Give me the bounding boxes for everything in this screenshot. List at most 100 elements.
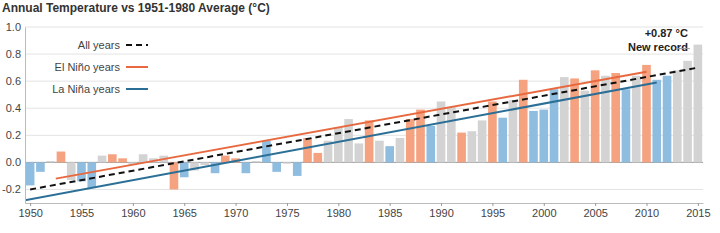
x-tick-mark bbox=[133, 203, 134, 206]
bars bbox=[26, 45, 702, 190]
y-tick-label: 0.8 bbox=[6, 48, 21, 60]
legend-label: All years bbox=[78, 39, 121, 51]
y-tick-label: 0.4 bbox=[6, 102, 21, 114]
bar bbox=[313, 153, 322, 162]
bar bbox=[293, 162, 302, 176]
annotation-text: +0.87 °C bbox=[645, 27, 688, 39]
chart: Annual Temperature vs 1951-1980 Average … bbox=[0, 0, 720, 233]
bar bbox=[385, 146, 394, 162]
bar bbox=[478, 120, 487, 162]
y-axis-line bbox=[25, 28, 26, 204]
x-tick-mark bbox=[184, 203, 185, 206]
x-tick-label: 1980 bbox=[327, 207, 351, 219]
bar bbox=[611, 73, 620, 162]
bar bbox=[98, 156, 107, 163]
trend-line bbox=[56, 72, 647, 179]
bar bbox=[673, 70, 682, 162]
x-tick-mark bbox=[390, 203, 391, 206]
x-tick-label: 2005 bbox=[583, 207, 607, 219]
x-tick-label: 1990 bbox=[429, 207, 453, 219]
y-tick: 0.6 bbox=[6, 75, 25, 87]
bar bbox=[519, 80, 528, 163]
x-tick: 2015 bbox=[686, 203, 710, 219]
bar bbox=[581, 91, 590, 163]
x-tick-label: 2010 bbox=[635, 207, 659, 219]
bar bbox=[591, 70, 600, 162]
bar bbox=[488, 101, 497, 162]
x-tick: 1965 bbox=[172, 203, 196, 219]
annotation: +0.87 °C New record bbox=[628, 27, 690, 53]
x-tick: 2005 bbox=[583, 203, 607, 219]
bar bbox=[601, 76, 610, 163]
bar bbox=[426, 126, 435, 163]
x-tick-label: 1960 bbox=[121, 207, 145, 219]
bar bbox=[694, 45, 703, 163]
y-tick-label: 0.6 bbox=[6, 75, 21, 87]
x-tick: 2000 bbox=[532, 203, 556, 219]
bar bbox=[396, 138, 405, 162]
bar bbox=[108, 154, 117, 162]
bar bbox=[36, 162, 45, 171]
x-tick-mark bbox=[236, 203, 237, 206]
bar bbox=[663, 76, 672, 163]
bar bbox=[457, 133, 466, 163]
bar bbox=[632, 76, 641, 163]
x-tick-mark bbox=[647, 203, 648, 206]
x-axis: 1950195519601965197019751980198519901995… bbox=[18, 203, 710, 219]
x-tick-mark bbox=[30, 203, 31, 206]
grid-line bbox=[25, 27, 703, 28]
bar bbox=[683, 61, 692, 163]
x-axis-line bbox=[26, 203, 704, 204]
x-tick-mark bbox=[441, 203, 442, 206]
grid bbox=[25, 27, 703, 189]
bar bbox=[642, 65, 651, 162]
legend: All years El Niño years La Niña years bbox=[52, 39, 148, 95]
title: Annual Temperature vs 1951-1980 Average … bbox=[2, 1, 270, 15]
legend-label: El Niño years bbox=[55, 61, 121, 73]
bar bbox=[26, 162, 35, 185]
x-tick: 1955 bbox=[70, 203, 94, 219]
x-tick-mark bbox=[698, 203, 699, 206]
bar bbox=[498, 118, 507, 163]
bar bbox=[406, 119, 415, 162]
x-tick: 1950 bbox=[18, 203, 42, 219]
x-tick-label: 1975 bbox=[275, 207, 299, 219]
bar bbox=[447, 107, 456, 163]
y-tick: 0.2 bbox=[6, 129, 25, 141]
bar bbox=[139, 154, 148, 162]
x-tick-mark bbox=[82, 203, 83, 206]
y-tick-label: -0.2 bbox=[2, 183, 21, 195]
grid-line bbox=[25, 189, 703, 190]
legend-swatch bbox=[126, 88, 148, 90]
x-tick-label: 1985 bbox=[378, 207, 402, 219]
annotation-text: New record bbox=[628, 41, 688, 53]
bar bbox=[355, 143, 364, 162]
x-tick: 1980 bbox=[327, 203, 351, 219]
bar bbox=[622, 89, 631, 162]
x-tick-label: 1955 bbox=[70, 207, 94, 219]
y-tick: 0.8 bbox=[6, 48, 25, 60]
annotation-leader bbox=[676, 48, 690, 49]
bar bbox=[375, 141, 384, 163]
x-tick: 2010 bbox=[635, 203, 659, 219]
grid-line bbox=[25, 54, 703, 55]
bar bbox=[303, 138, 312, 162]
x-tick-mark bbox=[338, 203, 339, 206]
bar bbox=[437, 101, 446, 162]
legend-swatch bbox=[126, 66, 148, 68]
y-tick: 0.4 bbox=[6, 102, 25, 114]
bar bbox=[539, 110, 548, 163]
x-tick-label: 1995 bbox=[481, 207, 505, 219]
bar bbox=[468, 131, 477, 162]
marks bbox=[25, 45, 702, 201]
x-tick-mark bbox=[595, 203, 596, 206]
bar bbox=[283, 162, 292, 163]
bar bbox=[77, 162, 86, 181]
bar bbox=[416, 110, 425, 163]
legend-label: La Niña years bbox=[52, 83, 120, 95]
x-tick: 1990 bbox=[429, 203, 453, 219]
x-tick-mark bbox=[287, 203, 288, 206]
y-axis: -0.20.00.20.40.60.81.0 bbox=[2, 21, 25, 203]
trend-line bbox=[25, 83, 657, 201]
y-tick: 0.0 bbox=[6, 156, 25, 168]
